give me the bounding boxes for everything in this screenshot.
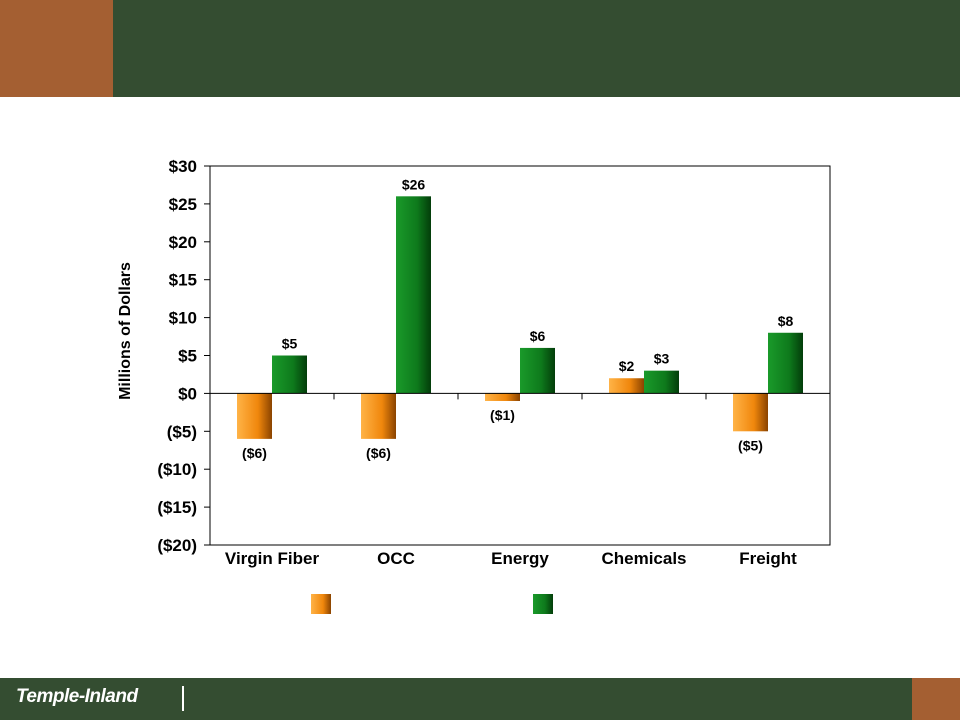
bar-occ-s2 (396, 196, 431, 394)
bar-energy-s1 (485, 393, 520, 401)
company-logo: Temple-Inland (16, 686, 138, 707)
data-label: $2 (619, 358, 635, 374)
x-axis: Virgin Fiber OCC Energy Chemicals Freight (225, 393, 797, 568)
bar-chart: $30 $25 $20 $15 $10 $5 $0 ($5) ($10) ($15) ($20) (… (117, 157, 831, 614)
bar-chemicals-s2 (644, 370, 679, 394)
y-tick-label: $20 (169, 233, 197, 252)
x-tick-label: Chemicals (601, 549, 686, 568)
header-accent-block (0, 0, 113, 97)
footer-accent-block (912, 678, 960, 720)
y-tick-label: ($5) (167, 422, 197, 441)
y-axis-label: Millions of Dollars (117, 262, 134, 400)
bars (237, 196, 803, 439)
y-tick-label: ($20) (157, 536, 197, 555)
data-label: $3 (654, 351, 670, 367)
y-tick-label: ($15) (157, 498, 197, 517)
data-label: ($6) (242, 445, 267, 461)
y-axis: $30 $25 $20 $15 $10 $5 $0 ($5) ($10) ($15) ($20) (157, 157, 210, 555)
bar-freight-s1 (733, 393, 768, 432)
data-label: $5 (282, 336, 298, 352)
bar-virgin-fiber-s1 (237, 393, 272, 439)
data-label: $8 (778, 313, 794, 329)
bar-freight-s2 (768, 332, 803, 394)
bar-energy-s2 (520, 347, 555, 394)
x-tick-label: Virgin Fiber (225, 549, 320, 568)
data-label: ($1) (490, 407, 515, 423)
data-labels: ($6) $5 ($6) $26 ($1) $6 $2 $3 ($5) $8 (242, 176, 793, 461)
bar-virgin-fiber-s2 (272, 355, 307, 394)
header-band (0, 0, 960, 97)
data-label: $6 (530, 328, 546, 344)
bar-chemicals-s1 (609, 378, 644, 394)
y-tick-label: $0 (178, 384, 197, 403)
y-tick-label: ($10) (157, 460, 197, 479)
y-tick-label: $5 (178, 347, 197, 366)
bar-occ-s1 (361, 393, 396, 439)
y-tick-label: $15 (169, 271, 197, 290)
data-label: $26 (402, 176, 426, 192)
x-tick-label: Freight (739, 549, 797, 568)
footer-band: Temple-Inland (0, 678, 960, 720)
legend-swatch-series-1 (311, 594, 331, 614)
y-tick-label: $25 (169, 195, 197, 214)
x-tick-label: Energy (491, 549, 549, 568)
x-tick-label: OCC (377, 549, 415, 568)
data-label: ($6) (366, 445, 391, 461)
y-tick-label: $30 (169, 157, 197, 176)
legend (311, 594, 553, 614)
y-tick-label: $10 (169, 309, 197, 328)
logo-divider (182, 686, 184, 711)
legend-swatch-series-2 (533, 594, 553, 614)
data-label: ($5) (738, 437, 763, 453)
